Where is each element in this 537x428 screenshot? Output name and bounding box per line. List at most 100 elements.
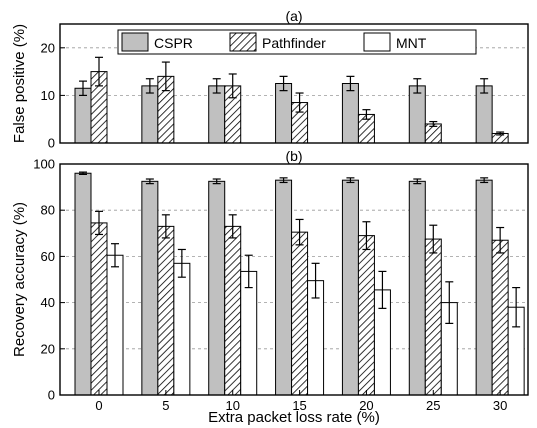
error-bar-pathfinder-10 (228, 214, 237, 239)
bar-cspr-20 (341, 83, 359, 144)
error-bar-mnt-5 (177, 248, 186, 278)
bar-cspr-15 (275, 83, 293, 144)
bar-pathfinder-0 (90, 222, 108, 396)
error-bars-b (79, 171, 521, 328)
x-tick-label: 0 (95, 398, 102, 413)
x-ticks-b: 0 5 10 15 20 25 30 (95, 390, 507, 413)
y-axis-label-b: Recovery accuracy (%) (11, 202, 28, 357)
x-axis-label: Extra packet loss rate (%) (208, 409, 380, 426)
y-tick-label: 80 (41, 203, 55, 218)
bar-cspr-0 (74, 87, 92, 144)
error-bar-cspr-25 (413, 78, 422, 94)
error-bar-cspr-10 (212, 78, 221, 94)
error-bar-pathfinder-5 (161, 214, 170, 239)
bar-cspr-5 (141, 85, 159, 144)
error-bar-cspr-15 (279, 177, 288, 184)
x-tick-label: 15 (292, 398, 306, 413)
legend-item-mnt: MNT (363, 32, 427, 52)
y-tick-label: 20 (41, 40, 55, 55)
bar-pathfinder-5 (157, 225, 175, 396)
error-bar-mnt-30 (512, 286, 521, 328)
error-bar-mnt-20 (378, 270, 387, 309)
error-bar-pathfinder-15 (295, 92, 304, 113)
error-bar-pathfinder-0 (95, 56, 103, 87)
error-bar-cspr-15 (279, 75, 288, 92)
error-bar-mnt-25 (445, 281, 454, 324)
bars-b (74, 172, 525, 396)
bar-cspr-10 (208, 180, 226, 396)
legend-label: CSPR (154, 35, 193, 51)
panel-title-a: (a) (285, 8, 302, 24)
y-tick-label: 0 (48, 388, 55, 403)
legend-swatch (363, 32, 391, 52)
bar-cspr-0 (74, 172, 92, 396)
bar-pathfinder-25 (424, 238, 442, 396)
legend-box (117, 29, 477, 55)
bar-cspr-30 (475, 179, 493, 396)
bar-cspr-20 (341, 179, 359, 396)
y-tick-label: 40 (41, 295, 55, 310)
x-tick-label: 20 (359, 398, 373, 413)
y-tick-label: 60 (41, 249, 55, 264)
error-bar-cspr-25 (413, 178, 422, 185)
error-bar-cspr-0 (79, 171, 87, 175)
x-tick-label: 30 (493, 398, 507, 413)
bar-cspr-30 (475, 85, 493, 144)
bar-cspr-15 (275, 179, 293, 396)
panel-title-b: (b) (285, 148, 302, 164)
error-bar-mnt-15 (311, 262, 320, 299)
bar-mnt-10 (240, 270, 258, 396)
legend-label: MNT (396, 35, 427, 51)
panel-b: 0 20 40 60 80 100 0 5 10 15 20 25 30 (b) Recovery a… (11, 148, 529, 426)
y-tick-label: 100 (33, 157, 55, 172)
legend-item-pathfinder: Pathfinder (229, 32, 326, 52)
error-bar-cspr-5 (145, 178, 154, 185)
legend-swatch (229, 32, 257, 52)
error-bar-cspr-30 (480, 78, 489, 94)
bar-cspr-25 (408, 180, 426, 396)
x-tick-label: 5 (162, 398, 169, 413)
bar-cspr-25 (408, 85, 426, 144)
error-bar-pathfinder-20 (362, 221, 371, 251)
error-bar-pathfinder-0 (95, 210, 103, 236)
error-bar-cspr-0 (79, 80, 87, 97)
legend: CSPR Pathfinder MNT (117, 29, 477, 55)
plot-frame-a (59, 23, 529, 144)
bar-mnt-5 (173, 262, 191, 396)
x-tick-label: 25 (426, 398, 440, 413)
y-tick-label: 10 (41, 88, 55, 103)
error-bar-pathfinder-30 (496, 226, 505, 254)
error-bar-mnt-10 (244, 254, 253, 289)
panel-a: 0 10 20 (a) False positive (%) CSPR Pathfin… (11, 8, 529, 151)
bar-pathfinder-10 (224, 225, 242, 396)
bar-cspr-10 (208, 85, 226, 144)
error-bar-cspr-5 (145, 78, 154, 94)
y-axis-label-a: False positive (%) (11, 24, 28, 143)
legend-item-cspr: CSPR (121, 32, 193, 52)
error-bar-mnt-0 (111, 243, 119, 268)
y-ticks-a: 0 10 20 (41, 40, 65, 151)
error-bar-pathfinder-15 (295, 218, 304, 246)
y-tick-label: 0 (48, 136, 55, 151)
error-bar-cspr-20 (346, 177, 355, 184)
error-bar-pathfinder-10 (228, 73, 237, 99)
error-bar-cspr-10 (212, 178, 221, 185)
error-bar-cspr-30 (480, 177, 489, 184)
error-bar-pathfinder-25 (429, 120, 438, 127)
error-bar-pathfinder-25 (429, 224, 438, 254)
x-tick-label: 10 (225, 398, 239, 413)
error-bar-pathfinder-20 (362, 109, 371, 120)
error-bars-a (79, 56, 505, 136)
error-bar-pathfinder-5 (161, 61, 170, 92)
bars-a (74, 71, 509, 144)
legend-swatch (121, 32, 149, 52)
error-bar-pathfinder-30 (496, 131, 505, 136)
gridlines-a (60, 47, 528, 96)
error-bar-cspr-20 (346, 75, 355, 92)
bar-pathfinder-30 (491, 239, 509, 396)
y-ticks-b: 0 20 40 60 80 100 (33, 157, 65, 403)
legend-label: Pathfinder (262, 35, 326, 51)
bar-cspr-5 (141, 180, 159, 396)
bar-pathfinder-20 (357, 235, 375, 396)
